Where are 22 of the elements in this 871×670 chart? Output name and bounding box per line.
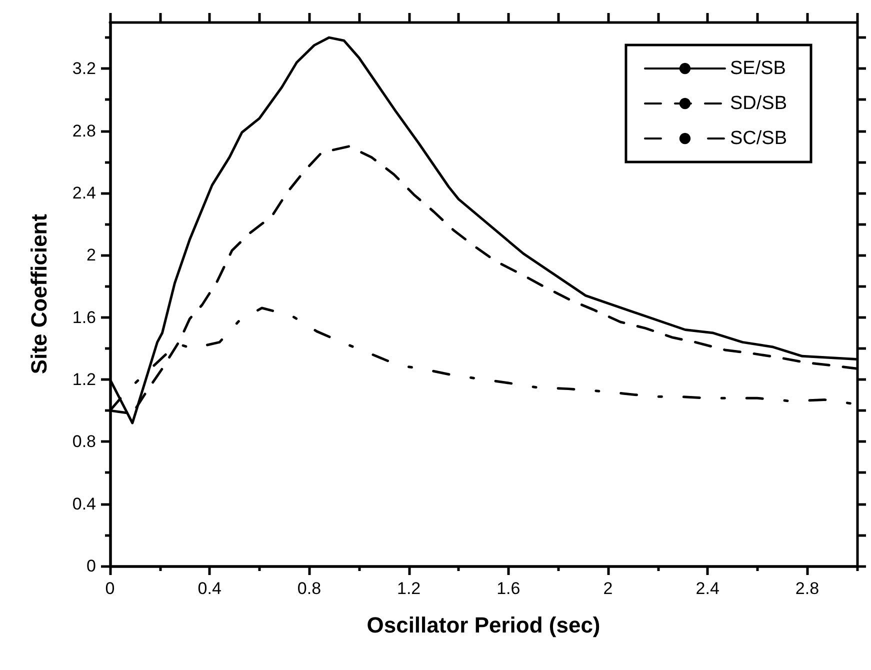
legend-label: SD/SB (730, 93, 788, 114)
y-tick-label: 3.2 (72, 59, 96, 78)
y-tick-label: 2.4 (72, 183, 96, 202)
x-tick-label: 2.4 (696, 579, 720, 598)
y-axis-title: Site Coefficient (26, 213, 52, 374)
x-tick-label: 0.8 (297, 579, 322, 598)
x-tick-label: 2 (603, 579, 613, 598)
legend-label: SE/SB (730, 58, 786, 79)
y-tick-label: 0 (86, 556, 96, 576)
x-tick-label: 0 (105, 579, 115, 598)
legend-label: SC/SB (730, 128, 788, 149)
y-tick-label: 1.6 (72, 308, 96, 327)
y-tick-label: 2.8 (72, 121, 96, 140)
y-tick-label: 0.4 (72, 494, 96, 514)
y-tick-label: 0.8 (72, 432, 96, 452)
y-tick-label: 2 (86, 246, 96, 265)
x-axis-title: Oscillator Period (sec) (366, 612, 600, 638)
x-tick-label: 1.6 (496, 579, 520, 598)
y-tick-label: 1.2 (72, 370, 96, 389)
x-tick-label: 0.4 (198, 579, 222, 598)
x-tick-label: 2.8 (795, 579, 820, 598)
x-tick-label: 1.2 (396, 579, 421, 598)
